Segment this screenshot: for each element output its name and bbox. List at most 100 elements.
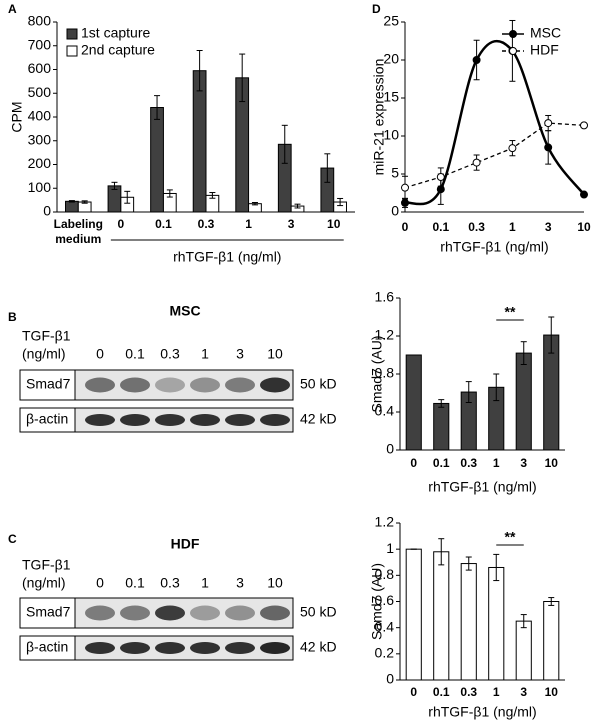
error-bar	[251, 202, 258, 206]
marker	[401, 183, 409, 192]
bar	[433, 551, 450, 681]
blot-band	[225, 642, 255, 654]
lane-label: 0	[96, 346, 104, 362]
y-tick-label: 25	[383, 13, 399, 29]
row-label-box	[19, 407, 76, 433]
lane-label: 0.3	[160, 346, 180, 362]
blot-band	[85, 642, 115, 654]
blot-band	[260, 377, 290, 393]
error-bar	[337, 197, 344, 207]
x-axis-label: rhTGF-β1 (ng/ml)	[428, 704, 536, 720]
legend-marker	[509, 30, 517, 38]
treatment-label: TGF-β1	[22, 557, 71, 573]
x-axis-label: rhTGF-β1 (ng/ml)	[173, 249, 281, 265]
panel-letter: D	[372, 2, 381, 16]
blot-title: MSC	[169, 303, 200, 319]
y-tick-label: 10	[383, 127, 399, 143]
bar	[405, 354, 422, 451]
x-tick-label: 0.3	[460, 456, 477, 470]
y-tick-label: 0	[43, 203, 51, 219]
bar	[488, 566, 505, 681]
error-bar	[438, 399, 445, 408]
treatment-label: (ng/ml)	[22, 346, 66, 362]
y-tick-label: 0.4	[375, 618, 395, 634]
row-label-box	[19, 597, 76, 629]
blot-band	[85, 377, 115, 393]
bar	[515, 352, 532, 451]
y-axis-label: Smad7 (AU)	[369, 335, 385, 412]
error-bar	[438, 538, 445, 566]
legend-label: 1st capture	[81, 25, 150, 41]
marker	[580, 121, 588, 130]
x-tick-label: 10	[327, 217, 341, 231]
x-tick-label-line: medium	[55, 232, 101, 246]
row-size: 50 kD	[300, 376, 337, 392]
blot-band	[225, 605, 255, 621]
blot-band	[190, 605, 220, 621]
legend-marker	[509, 47, 517, 55]
blot-band	[260, 605, 290, 621]
y-tick-label: 200	[28, 155, 52, 171]
error-bar	[324, 153, 331, 183]
x-tick-label: 10	[577, 220, 591, 234]
lane-label: 0.1	[125, 575, 145, 591]
x-tick-label: Labeling medium	[54, 217, 103, 246]
error-bar	[81, 200, 88, 204]
blot-title: HDF	[171, 536, 200, 552]
y-tick-label: 300	[28, 131, 52, 147]
marker	[436, 185, 445, 194]
error-bar	[493, 553, 500, 582]
y-tick-label: 100	[28, 179, 52, 195]
row-size: 42 kD	[300, 639, 337, 655]
row-label: β-actin	[26, 411, 68, 427]
y-tick-label: 1	[386, 540, 394, 556]
x-tick-label: 0.1	[433, 456, 450, 470]
error-bar	[124, 190, 131, 204]
bar	[65, 200, 79, 213]
y-tick-label: 700	[28, 36, 52, 52]
legend-swatch	[66, 28, 78, 40]
marker	[580, 190, 588, 199]
blot-band	[190, 377, 220, 393]
x-tick-label: 0	[410, 685, 417, 699]
panel-letter: A	[8, 2, 17, 16]
blot-band	[190, 414, 220, 426]
lane-label: 10	[267, 575, 283, 591]
y-tick-label: 0.8	[375, 566, 395, 582]
error-bar	[548, 597, 555, 606]
error-bar	[196, 50, 203, 92]
bar	[543, 601, 560, 681]
bar	[192, 70, 207, 213]
blot-band	[155, 605, 185, 621]
x-tick-label: 0.1	[432, 220, 449, 234]
significance-label: **	[505, 304, 516, 320]
series-line	[404, 122, 585, 189]
error-bar	[520, 614, 527, 629]
y-tick-label: 400	[28, 108, 52, 124]
legend-label: MSC	[530, 25, 561, 41]
row-label-box	[19, 635, 76, 661]
x-tick-label: 1	[493, 456, 500, 470]
row-label-box	[19, 369, 76, 401]
blot-band	[260, 642, 290, 654]
y-tick-label: 1.2	[375, 327, 395, 343]
y-tick-label: 600	[28, 60, 52, 76]
bar	[433, 402, 450, 451]
error-bar	[281, 124, 288, 164]
lane-label: 1	[201, 346, 209, 362]
panel-letter: B	[8, 310, 17, 324]
row-size: 50 kD	[300, 604, 337, 620]
y-axis-label: CPM	[9, 101, 25, 132]
x-tick-label: 0.3	[198, 217, 215, 231]
marker	[436, 173, 445, 182]
x-tick-label: 1	[509, 220, 516, 234]
y-tick-label: 0.6	[375, 592, 395, 608]
y-tick-label: 1.6	[375, 289, 395, 305]
marker	[544, 119, 553, 128]
y-tick-label: 0.2	[375, 645, 395, 661]
y-tick-label: 15	[383, 89, 399, 105]
row-size: 42 kD	[300, 411, 337, 427]
blot-band	[260, 414, 290, 426]
x-tick-label-line: Labeling	[54, 217, 103, 231]
